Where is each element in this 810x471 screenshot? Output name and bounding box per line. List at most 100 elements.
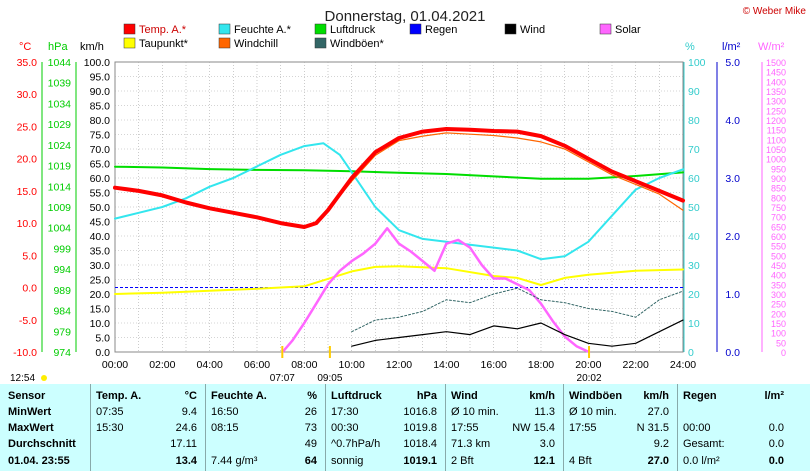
x-tick-label: 24:00 [670,359,696,371]
kmh-axis-tick: 50.0 [90,202,111,214]
cell-value: 1018.4 [403,438,437,450]
legend-swatch [599,23,612,35]
solar-axis-tick: 650 [771,222,786,232]
row-labels: Sensor MinWert MaxWert Durchschnitt 01.0… [0,384,90,471]
hpa-axis-tick: 1024 [48,140,72,152]
cell-value: 49 [304,438,317,450]
percent-axis-tick: 80 [688,115,700,127]
bottom-time-label: 20:02 [577,373,602,384]
temp-axis-tick: 10.0 [17,218,38,230]
column-divider [563,384,564,471]
legend-swatch [504,23,517,35]
cell-value: 17.11 [170,438,197,450]
cell-value: 0.0 [768,438,784,450]
temp-axis-tick: 30.0 [17,89,38,101]
cell-note: 4 Bft [569,455,592,467]
cell-value: 1019.8 [403,422,437,434]
legend-label: Taupunkt* [139,38,189,50]
kmh-axis-tick: 10.0 [90,318,111,330]
solar-axis-tick: 1100 [767,135,786,145]
kmh-axis-tick: 35.0 [90,246,111,258]
percent-axis-tick: 20 [688,289,700,301]
solar-axis-tick: 1400 [766,77,786,87]
row-label-current: 01.04. 23:55 [8,455,70,467]
legend-label: Regen [425,24,457,36]
cell-value: 9.2 [653,438,669,450]
legend-label: Windchill [234,38,278,50]
legend-label: Solar [615,24,641,36]
stats-column: Luftdruck hPa 17:30 1016.8 00:30 1019.8 ^0.7hP… [325,384,445,471]
series-windb-en [351,287,684,333]
percent-axis-tick: 70 [688,144,700,156]
kmh-axis-tick: 30.0 [90,260,111,272]
column-header: Windböen [569,390,623,402]
stats-column: Windböen km/h Ø 10 min. 27.0 17:55 N 31.5 9.2 4… [563,384,677,471]
cell-note: 7.44 g/m³ [211,455,258,467]
series-windchill [315,132,684,224]
percent-axis-tick: 10 [688,318,700,330]
cell-note: 15:30 [96,422,124,434]
column-header: Luftdruck [331,390,382,402]
solar-axis-tick: 150 [771,319,786,329]
cell-value: NW 15.4 [512,422,555,434]
hpa-axis-label: hPa [48,41,68,53]
cell-note: 16:50 [211,406,239,418]
column-unit: l/m² [764,390,784,402]
bottom-time-label: 07:07 [270,373,295,384]
hpa-axis-tick: 1029 [48,119,72,131]
series-temp-a [113,127,685,229]
column-divider [90,384,91,471]
cell-note: 07:35 [96,406,124,418]
kmh-axis-tick: 65.0 [90,159,111,171]
solar-axis-tick: 1500 [766,58,786,68]
cell-note: 17:55 [569,422,597,434]
solar-axis-tick: 350 [771,280,786,290]
solar-axis-tick: 0 [781,348,786,358]
cell-value: 24.6 [175,422,197,434]
kmh-axis-tick: 15.0 [90,304,111,316]
kmh-axis-tick: 55.0 [90,188,111,200]
temp-axis-tick: 35.0 [17,57,38,69]
cell-note: 2 Bft [451,455,474,467]
cell-note: 08:15 [211,422,239,434]
kmh-axis-tick: 95.0 [90,72,111,84]
cell-note: 71.3 km [451,438,491,450]
solar-axis-tick: 250 [771,300,786,310]
temp-axis-tick: 25.0 [17,121,38,133]
x-tick-label: 16:00 [481,359,507,371]
cell-note: Gesamt: [683,438,725,450]
x-tick-label: 12:00 [386,359,412,371]
solar-axis-tick: 950 [771,164,786,174]
legend-swatch [123,37,136,49]
percent-axis-tick: 50 [688,202,700,214]
rain-axis-tick: 2.0 [725,231,740,243]
hpa-axis-tick: 984 [53,306,71,318]
cell-value: 0.0 [768,422,784,434]
legend-label: Temp. A.* [139,24,187,36]
cell-note: 0.0 l/m² [683,455,720,467]
cell-value: 64 [304,455,317,467]
hpa-axis-tick: 1014 [48,181,72,193]
weather-chart: Donnerstag, 01.04.2021 © Weber Mike Temp… [10,6,806,384]
kmh-axis-tick: 40.0 [90,231,111,243]
percent-axis-tick: 90 [688,86,700,98]
solar-axis-tick: 1150 [767,126,786,136]
kmh-axis-label: km/h [80,41,104,53]
temp-axis-tick: 20.0 [17,154,38,166]
temp-axis-tick: -10.0 [13,347,37,359]
kmh-axis-tick: 25.0 [90,275,111,287]
column-header: Feuchte A. [211,390,267,402]
cell-note: Ø 10 min. [451,406,499,418]
cell-value: 12.1 [533,455,555,467]
stats-column: Temp. A. °C 07:35 9.4 15:30 24.6 17.11 13.4 [90,384,205,471]
column-unit: % [307,390,317,402]
x-tick-label: 00:00 [102,359,128,371]
kmh-axis-tick: 75.0 [90,130,111,142]
cell-value: 3.0 [539,438,555,450]
solar-axis-tick: 1050 [766,145,786,155]
hpa-axis-tick: 974 [53,347,71,359]
solar-axis-tick: 550 [771,242,786,252]
temp-axis-label: °C [19,41,31,53]
cell-value: 1016.8 [403,406,437,418]
rain-axis-tick: 5.0 [725,57,740,69]
